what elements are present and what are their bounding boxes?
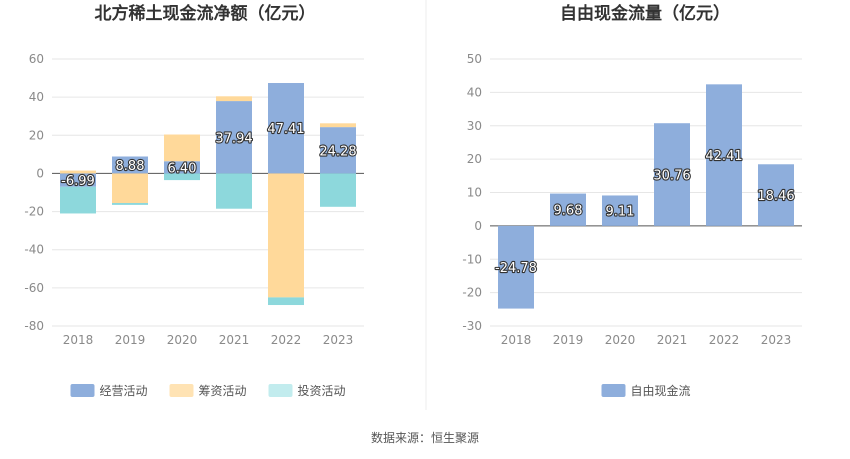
chart-title: 自由现金流量（亿元） [560, 3, 730, 24]
y-tick-label: -60 [24, 281, 44, 295]
bar-自由现金流-2018 [498, 225, 534, 309]
bar-经营活动-2023 [320, 127, 356, 174]
legend-label: 经营活动 [100, 384, 148, 398]
legend-swatch [70, 384, 95, 397]
data-label: 42.41 [705, 149, 742, 164]
bar-投资活动-2020 [164, 173, 200, 181]
x-tick-label: 2019 [553, 333, 584, 347]
bar-筹资活动-2021 [216, 96, 252, 102]
data-label: 9.11 [606, 205, 635, 220]
y-tick-label: 40 [29, 90, 44, 104]
y-tick-label: -80 [24, 319, 44, 333]
bar-投资活动-2022 [268, 297, 304, 306]
y-tick-label: 50 [467, 52, 482, 66]
legend-swatch [601, 384, 626, 397]
x-tick-label: 2020 [167, 333, 198, 347]
source-note: 数据来源：恒生聚源 [370, 431, 479, 445]
x-tick-label: 2018 [63, 333, 94, 347]
legend-label: 自由现金流 [631, 383, 691, 398]
y-tick-label: 40 [467, 85, 482, 99]
bar-筹资活动-2022 [268, 173, 304, 298]
legend-swatch [268, 384, 293, 397]
bar-经营活动-2019 [112, 156, 148, 174]
bar-经营活动-2022 [268, 83, 304, 174]
data-label: 8.88 [116, 159, 145, 174]
x-tick-label: 2022 [271, 333, 302, 347]
bar-投资活动-2019 [112, 202, 148, 205]
bar-筹资活动-2023 [320, 123, 356, 128]
x-tick-label: 2019 [115, 333, 146, 347]
bar-投资活动-2018 [60, 186, 96, 214]
bar-筹资活动-2019 [112, 173, 148, 203]
data-label: 30.76 [653, 169, 690, 184]
data-label: -6.99 [61, 174, 95, 189]
y-tick-label: 10 [467, 186, 482, 200]
data-label: 37.94 [215, 131, 252, 146]
bar-经营活动-2021 [216, 101, 252, 174]
x-tick-label: 2020 [605, 333, 636, 347]
bar-筹资活动-2018 [60, 170, 96, 174]
legend-label: 投资活动 [298, 383, 346, 398]
y-tick-label: 30 [467, 119, 482, 133]
y-tick-label: -30 [462, 319, 482, 333]
bar-自由现金流-2019 [550, 193, 586, 226]
bar-投资活动-2023 [320, 173, 356, 207]
bar-筹资活动-2020 [164, 134, 200, 162]
y-tick-label: 60 [29, 52, 44, 66]
x-tick-label: 2023 [761, 333, 792, 347]
bar-经营活动-2020 [164, 161, 200, 174]
bar-投资活动-2021 [216, 173, 252, 209]
data-label: 24.28 [319, 144, 356, 159]
x-tick-label: 2018 [501, 333, 532, 347]
data-label: 47.41 [267, 122, 304, 137]
y-tick-label: -20 [24, 205, 44, 219]
x-tick-label: 2022 [709, 333, 740, 347]
data-label: -24.78 [495, 261, 537, 276]
legend-swatch [169, 384, 194, 397]
y-tick-label: 0 [36, 166, 44, 180]
y-tick-label: 20 [467, 152, 482, 166]
bar-自由现金流-2023 [758, 164, 794, 226]
chart-title: 北方稀土现金流净额（亿元） [95, 3, 316, 24]
y-tick-label: 0 [474, 219, 482, 233]
y-tick-label: -20 [462, 286, 482, 300]
x-tick-label: 2021 [657, 333, 688, 347]
y-tick-label: 20 [29, 128, 44, 142]
bar-自由现金流-2021 [654, 123, 690, 226]
bar-经营活动-2018 [60, 173, 96, 187]
data-label: 6.40 [168, 161, 197, 176]
x-tick-label: 2021 [219, 333, 250, 347]
y-tick-label: -40 [24, 243, 44, 257]
bar-自由现金流-2020 [602, 195, 638, 226]
data-label: 9.68 [554, 204, 583, 219]
data-label: 18.46 [757, 189, 794, 204]
bar-自由现金流-2022 [706, 84, 742, 226]
legend-label: 筹资活动 [199, 384, 247, 398]
y-tick-label: -10 [462, 252, 482, 266]
x-tick-label: 2023 [323, 333, 354, 347]
